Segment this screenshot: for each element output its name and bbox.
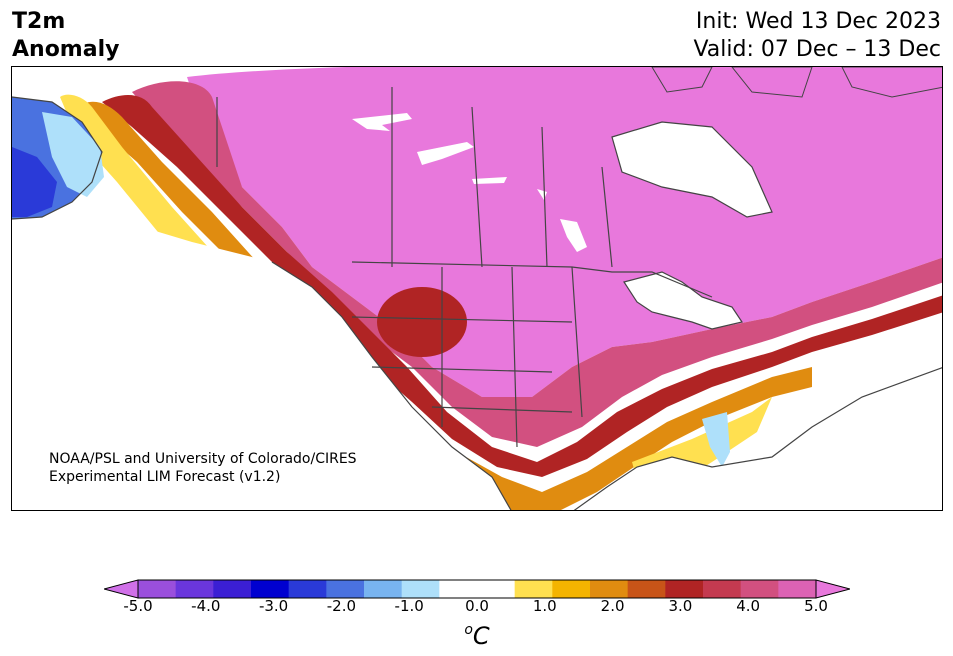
- credit-line-2: Experimental LIM Forecast (v1.2): [49, 469, 281, 485]
- unit-label: oC: [447, 615, 507, 651]
- valid-range: Valid: 07 Dec – 13 Dec: [693, 37, 941, 62]
- colorbar-tick-label: -2.0: [326, 597, 357, 615]
- field-band-magenta: [132, 81, 942, 447]
- colorbar-cell: [138, 580, 177, 598]
- hudson-bay: [612, 122, 772, 217]
- colorbar-cell: [401, 580, 440, 598]
- field-florida-cool: [702, 412, 730, 467]
- gulf-mexico: [574, 367, 942, 510]
- colorbar-cell: [477, 580, 516, 598]
- lakes: [12, 113, 942, 510]
- colorbar-cell: [740, 580, 779, 598]
- colorbar-tick-label: 0.0: [465, 597, 489, 615]
- unit-celsius: C: [472, 622, 490, 650]
- field-alaska-light: [42, 112, 104, 197]
- colorbar-cell: [364, 580, 403, 598]
- colorbar-cells: [138, 580, 817, 598]
- great-lakes: [624, 272, 742, 329]
- init-date: Init: Wed 13 Dec 2023: [695, 9, 941, 34]
- colorbar-cell: [288, 580, 327, 598]
- title-line-1: T2m: [12, 9, 66, 34]
- colorbar-cell: [627, 580, 666, 598]
- field-alaska-deep: [12, 147, 57, 217]
- colorbar-frame: [137, 579, 817, 599]
- colorbar: [104, 579, 850, 599]
- field-north-pink: [187, 67, 942, 397]
- colorbar-tick-label: 2.0: [600, 597, 625, 615]
- credit-line-1: NOAA/PSL and University of Colorado/CIRE…: [49, 451, 357, 467]
- map-title: T2m Anomaly: [12, 8, 119, 64]
- colorbar-tick-label: -3.0: [258, 597, 289, 615]
- borders: [12, 87, 942, 510]
- forecast-dates: Init: Wed 13 Dec 2023 Valid: 07 Dec – 13…: [693, 8, 941, 64]
- colorbar-tick-label: 3.0: [668, 597, 693, 615]
- colorbar-cell: [552, 580, 591, 598]
- colorbar-cell: [175, 580, 214, 598]
- colorbar-cell: [703, 580, 742, 598]
- unit-degree: o: [464, 622, 473, 638]
- colorbar-arrow-right: [815, 579, 850, 599]
- arctic-islands: [651, 67, 942, 98]
- map-graphic: [12, 67, 942, 510]
- colorbar-tick-label: 1.0: [532, 597, 557, 615]
- colorbar-tick-label: -4.0: [191, 597, 221, 615]
- colorbar-cell: [590, 580, 629, 598]
- colorbar-cell: [251, 580, 290, 598]
- colorbar-arrow-left: [104, 579, 139, 599]
- colorbar-tick-label: 5.0: [804, 597, 828, 615]
- colorbar-cell: [326, 580, 365, 598]
- colorbar-cell: [778, 580, 817, 598]
- ocean-west: [12, 217, 511, 510]
- colorbar-cell: [514, 580, 553, 598]
- colorbar-tick-label: 4.0: [736, 597, 761, 615]
- title-line-2: Anomaly: [12, 37, 120, 62]
- colorbar-cell: [439, 580, 478, 598]
- colorbar-cell: [213, 580, 252, 598]
- map-credit: NOAA/PSL and University of Colorado/CIRE…: [49, 450, 357, 486]
- colorbar-tick-label: -1.0: [394, 597, 424, 615]
- colorbar-cell: [665, 580, 704, 598]
- field-basin-red: [377, 287, 467, 357]
- anomaly-map: NOAA/PSL and University of Colorado/CIRE…: [11, 66, 943, 511]
- field-band-yellow: [60, 94, 480, 510]
- colorbar-tick-label: -5.0: [123, 597, 153, 615]
